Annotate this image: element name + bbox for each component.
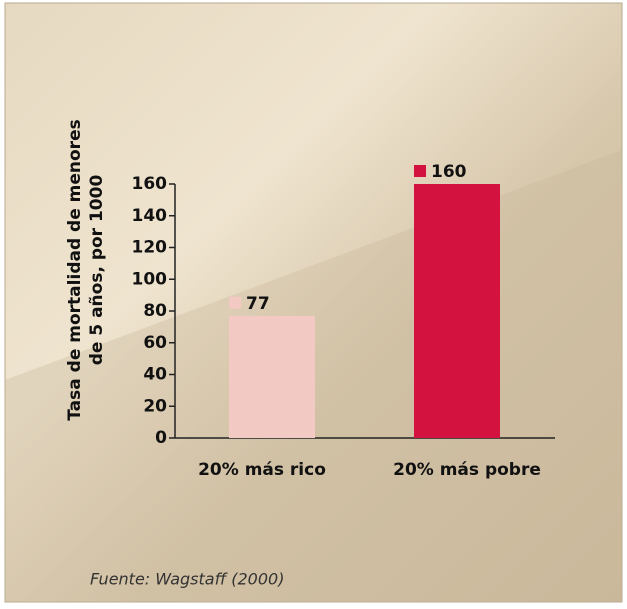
source: Fuente: Wagstaff (2000) (90, 570, 284, 589)
y-tick-label: 100 (132, 269, 168, 289)
y-axis-label: de 5 años, por 1000 (87, 175, 107, 366)
y-tick-label: 80 (143, 301, 167, 321)
value-label: 160 (431, 162, 467, 182)
y-tick-label: 120 (132, 238, 168, 258)
label-swatch (414, 165, 426, 177)
x-tick-label: 20% más pobre (393, 460, 541, 480)
x-tick-label: 20% más rico (198, 460, 326, 480)
y-tick-label: 60 (143, 333, 167, 353)
y-tick-label: 140 (132, 206, 168, 226)
y-tick-label: 160 (132, 174, 168, 194)
label-swatch (229, 297, 241, 309)
bar (229, 316, 315, 438)
y-tick-label: 20 (143, 396, 167, 416)
chart: Fuente: Wagstaff (2000) 0 20 40 60 80 100 120 1… (0, 0, 627, 605)
page: Fuente: Wagstaff (2000) 0 20 40 60 80 100 120 1… (0, 0, 627, 605)
y-tick-label: 0 (155, 428, 167, 448)
y-axis-label: Tasa de mortalidad de menores (65, 119, 85, 420)
bar (414, 184, 500, 438)
value-label: 77 (246, 294, 270, 314)
y-tick-label: 40 (143, 365, 167, 385)
